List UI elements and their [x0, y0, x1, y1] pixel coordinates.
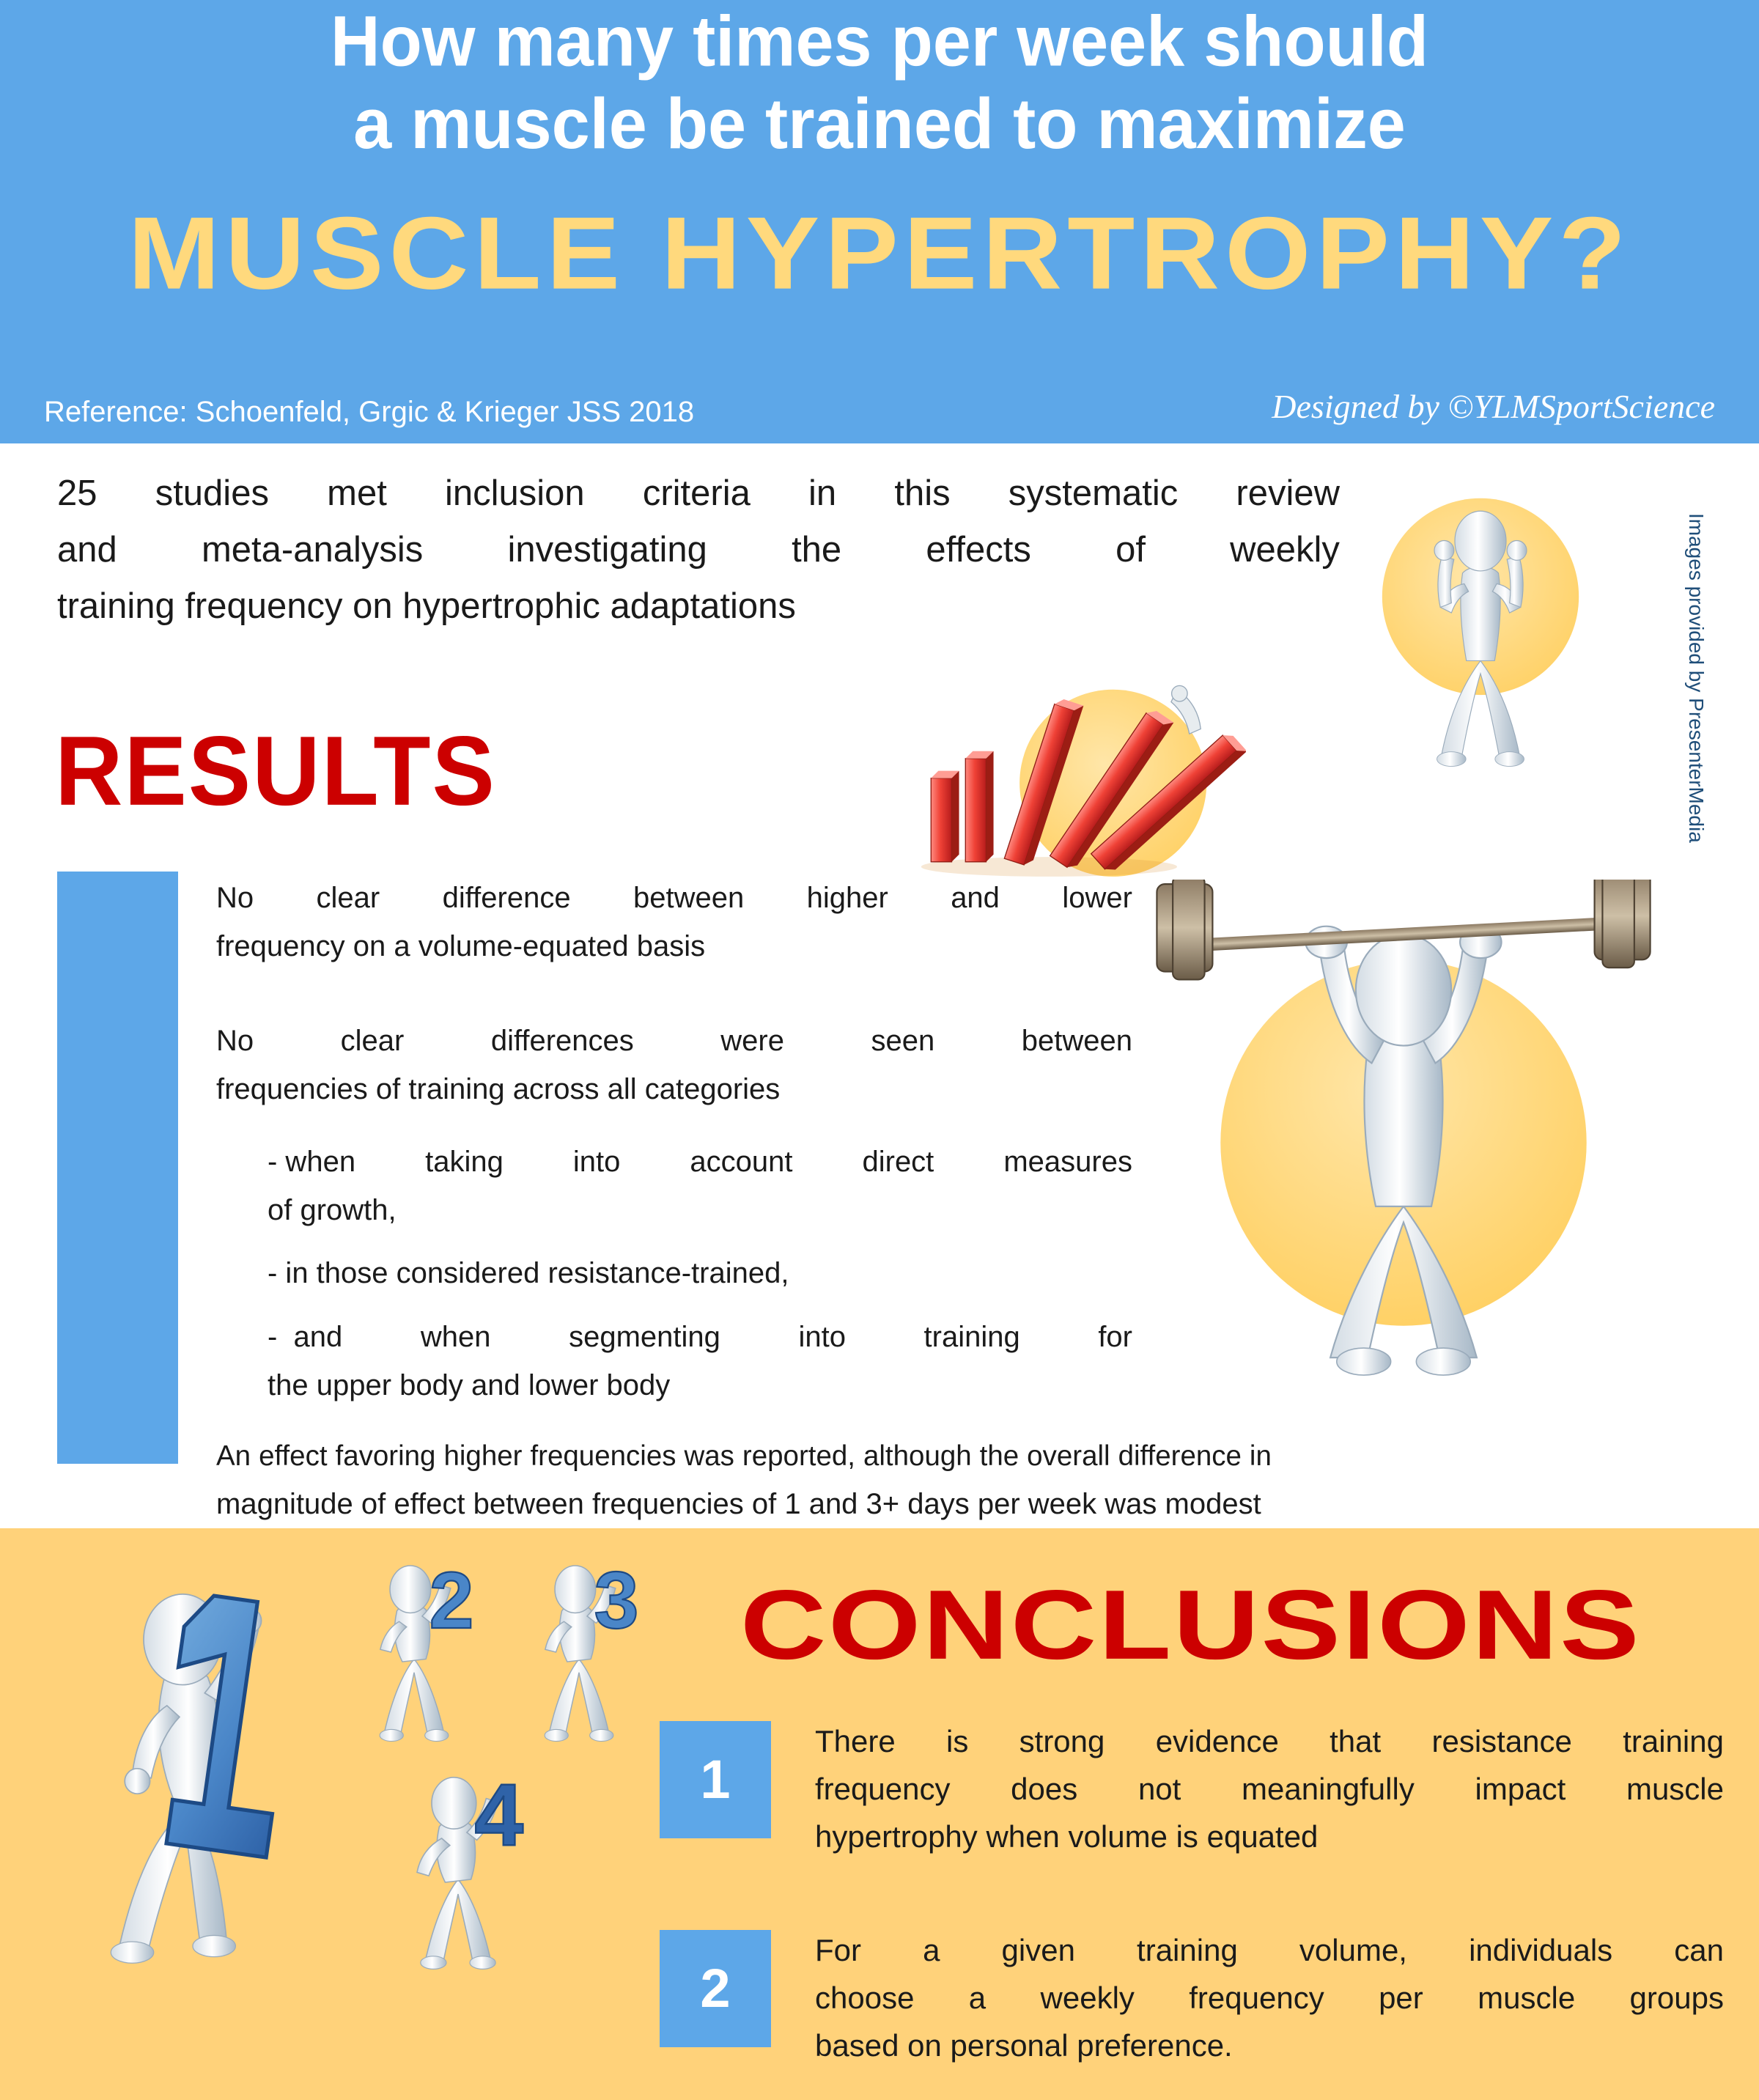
svg-text:3: 3	[594, 1556, 639, 1646]
svg-text:2: 2	[429, 1556, 474, 1646]
svg-text:4: 4	[474, 1766, 523, 1865]
